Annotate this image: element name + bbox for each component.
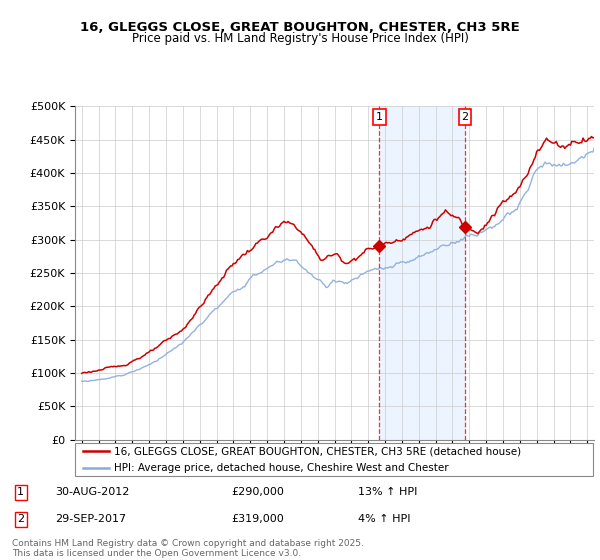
FancyBboxPatch shape: [75, 443, 593, 477]
Text: £290,000: £290,000: [231, 487, 284, 497]
Text: 1: 1: [376, 112, 383, 122]
Text: £319,000: £319,000: [231, 515, 284, 524]
Text: 2: 2: [17, 515, 24, 524]
Text: 29-SEP-2017: 29-SEP-2017: [55, 515, 127, 524]
Text: 1: 1: [17, 487, 24, 497]
Bar: [379, 106, 465, 440]
Text: 4% ↑ HPI: 4% ↑ HPI: [358, 515, 410, 524]
Text: Price paid vs. HM Land Registry's House Price Index (HPI): Price paid vs. HM Land Registry's House …: [131, 32, 469, 45]
Text: 16, GLEGGS CLOSE, GREAT BOUGHTON, CHESTER, CH3 5RE: 16, GLEGGS CLOSE, GREAT BOUGHTON, CHESTE…: [80, 21, 520, 34]
Text: 13% ↑ HPI: 13% ↑ HPI: [358, 487, 417, 497]
Text: Contains HM Land Registry data © Crown copyright and database right 2025.
This d: Contains HM Land Registry data © Crown c…: [12, 539, 364, 558]
Text: HPI: Average price, detached house, Cheshire West and Chester: HPI: Average price, detached house, Ches…: [114, 463, 449, 473]
Text: 2: 2: [461, 112, 469, 122]
Text: 16, GLEGGS CLOSE, GREAT BOUGHTON, CHESTER, CH3 5RE (detached house): 16, GLEGGS CLOSE, GREAT BOUGHTON, CHESTE…: [114, 446, 521, 456]
Text: 30-AUG-2012: 30-AUG-2012: [55, 487, 130, 497]
